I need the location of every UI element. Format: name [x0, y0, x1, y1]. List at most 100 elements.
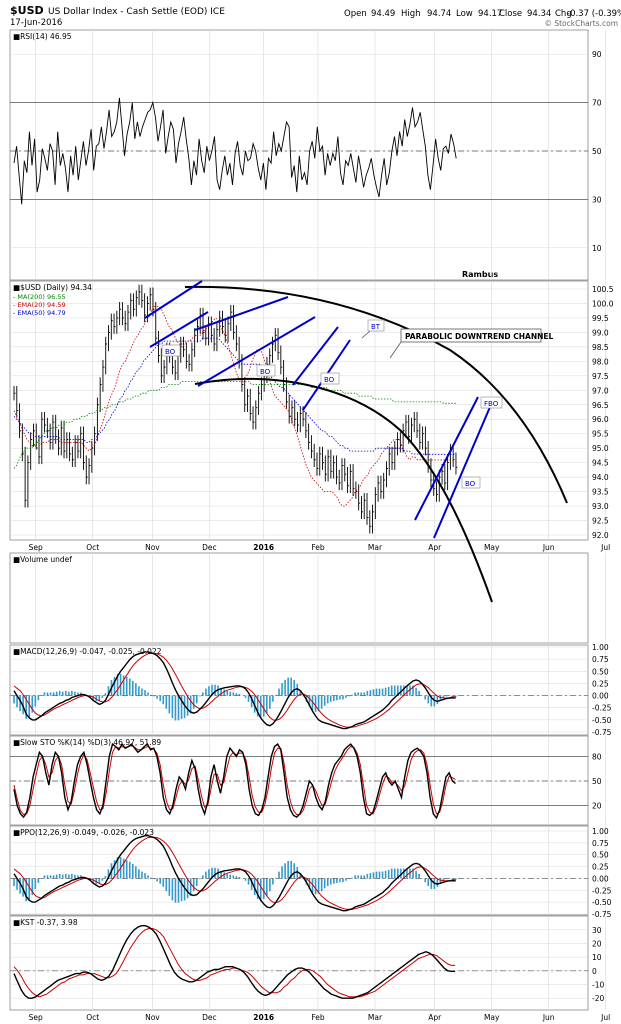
ppo-hist-bar: [400, 868, 402, 879]
macd-hist-bar: [326, 695, 329, 704]
chg-value: -0.37 (-0.39%): [567, 9, 621, 19]
ppo-hist-bar: [336, 878, 338, 883]
macd-hist-bar: [320, 695, 323, 709]
macd-hist-bar: [144, 690, 146, 696]
macd-hist-bar: [43, 692, 46, 696]
ppo-hist-bar: [445, 878, 448, 880]
ppo-hist-bar: [144, 873, 146, 879]
macd-hist-bar: [266, 695, 268, 714]
macd-hist-bar: [354, 692, 356, 696]
macd-hist-bar: [19, 695, 21, 712]
ppo-hist-bar: [186, 878, 189, 899]
macd-hist-bar: [177, 695, 180, 721]
ppo-main-line: [13, 835, 456, 912]
rsi-tick-label: 10: [592, 244, 602, 253]
month-label-bottom: 2016: [253, 1013, 274, 1022]
macd-hist-bar: [272, 695, 274, 702]
macd-hist-bar: [174, 695, 177, 721]
ppo-tick-label: 0.00: [592, 874, 609, 883]
ppo-hist-bar: [250, 878, 253, 890]
rsi-tick-label: 50: [592, 147, 602, 156]
macd-hist-bar: [156, 695, 158, 699]
ppo-hist-bar: [28, 878, 31, 900]
ppo-hist-bar: [278, 871, 280, 879]
macd-hist-bar: [205, 688, 207, 696]
macd-hist-bar: [430, 695, 433, 707]
macd-hist-bar: [287, 677, 289, 696]
ppo-hist-bar: [390, 868, 393, 879]
macd-hist-bar: [345, 695, 347, 698]
close-value: 94.34: [527, 9, 551, 19]
price-tick-label: 93.0: [592, 502, 609, 511]
macd-hist-bar: [424, 695, 427, 700]
ppo-hist-bar: [174, 878, 177, 903]
macd-hist-bar: [390, 685, 393, 696]
macd-hist-bar: [244, 695, 247, 698]
watermark: © StockCharts.com: [544, 19, 618, 28]
rsi-frame: [9, 29, 589, 281]
macd-hist-bar: [125, 676, 128, 696]
ppo-tick-label: 0.75: [592, 839, 609, 848]
macd-hist-bar: [180, 695, 183, 719]
rsi-tick-label: 70: [592, 99, 602, 108]
ppo-hist-bar: [159, 878, 162, 884]
ppo-hist-bar: [49, 875, 52, 879]
high-value: 94.74: [427, 9, 451, 19]
macd-hist-bar: [400, 685, 402, 696]
ppo-hist-bar: [424, 878, 427, 883]
ppo-hist-bar: [375, 871, 378, 879]
price-tick-label: 92.0: [592, 531, 609, 540]
ppo-hist-bar: [34, 878, 37, 890]
ppo-hist-bar: [412, 868, 414, 879]
price-series-2: [13, 337, 457, 455]
ppo-hist-bar: [384, 870, 387, 879]
ppo-hist-bar: [162, 878, 165, 887]
ppo-hist-bar: [427, 878, 430, 887]
macd-hist-bar: [223, 689, 225, 696]
macd-hist-bar: [46, 692, 49, 696]
price-tick-label: 93.5: [592, 488, 609, 497]
channel-line-4b: [433, 399, 494, 539]
ppo-hist-bar: [138, 869, 140, 879]
ppo-hist-bar: [299, 873, 302, 879]
ppo-hist-bar: [13, 878, 15, 887]
macd-hist-bar: [427, 695, 430, 704]
sto-tick-label: 50: [592, 777, 602, 786]
ppo-hist-bar: [31, 878, 34, 896]
ppo-tick-label: 0.25: [592, 863, 609, 872]
macd-hist-bar: [113, 676, 116, 696]
ppo-hist-bar: [266, 878, 268, 896]
macd-hist-bar: [195, 695, 198, 704]
macd-hist-bar: [314, 695, 317, 712]
ppo-hist-bar: [77, 875, 79, 879]
macd-hist-bar: [311, 695, 314, 711]
macd-tick-label: -0.75: [592, 728, 612, 737]
macd-hist-bar: [61, 691, 64, 696]
pattern-labels: BO BO BO BT BO FBO: [161, 319, 503, 489]
macd-hist-bar: [418, 690, 420, 696]
ppo-hist-bar: [153, 878, 155, 880]
macd-hist-bar: [415, 687, 417, 696]
ppo-hist-bar: [214, 867, 216, 879]
price-tick-label: 94.5: [592, 459, 609, 468]
macd-hist-bar: [360, 692, 363, 696]
ppo-hist-bar: [101, 878, 104, 881]
macd-hist-bar: [317, 695, 320, 712]
symbol-name: US Dollar Index - Cash Settle (EOD) ICE: [48, 7, 225, 17]
macd-tick-label: 0.75: [592, 655, 609, 664]
macd-hist-bar: [95, 695, 98, 702]
ppo-hist-bar: [131, 864, 134, 879]
macd-hist-bar: [135, 683, 137, 696]
low-label: Low: [456, 9, 473, 19]
sto-tick-label: 80: [592, 752, 602, 761]
ppo-hist-bar: [290, 860, 292, 879]
macd-hist-bar: [25, 695, 27, 719]
macd-hist-bar: [250, 695, 253, 708]
macd-hist-bar: [333, 695, 335, 702]
macd-hist-bar: [299, 690, 302, 696]
month-label-bottom: Dec: [202, 1013, 217, 1022]
macd-hist-bar: [384, 687, 387, 696]
kst-tick-label: -10: [592, 981, 604, 990]
macd-hist-bar: [357, 692, 360, 696]
